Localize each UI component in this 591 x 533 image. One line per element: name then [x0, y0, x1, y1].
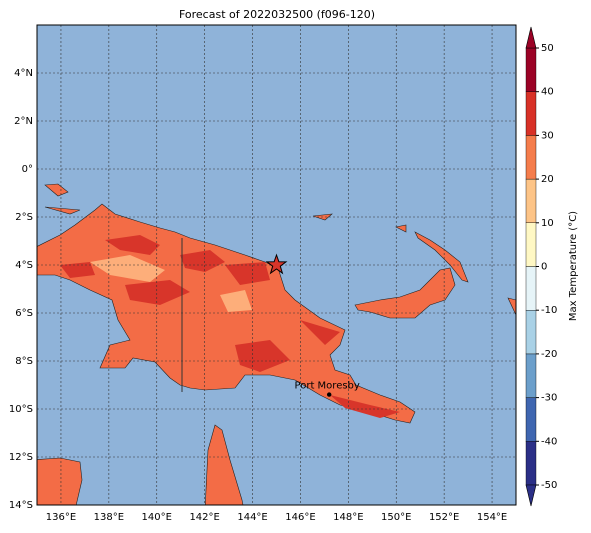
colorbar-bin [525, 178, 537, 224]
new-britain [354, 267, 456, 319]
colorbar-tick-label: -20 [541, 349, 557, 360]
x-tick-label: 148°E [333, 512, 363, 523]
colorbar-tick-label: 50 [541, 43, 554, 54]
colorbar-extend-bottom [525, 484, 537, 507]
y-tick-label: 2°S [15, 212, 33, 223]
y-tick-label: 14°S [9, 500, 33, 511]
x-tick-label: 146°E [285, 512, 315, 523]
colorbar-bin [525, 353, 537, 398]
y-tick-label: 4°N [14, 68, 33, 79]
y-tick-label: 6°S [15, 308, 33, 319]
colorbar-bin [525, 91, 537, 136]
colorbar: -50 -40 -30 -20 -10 0 10 20 30 40 50 [525, 26, 557, 507]
australia-nt [37, 457, 83, 505]
colorbar-tick-label: -30 [541, 393, 557, 404]
colorbar-tick-label: -40 [541, 436, 557, 447]
map-frame [36, 24, 517, 506]
colorbar-bin [525, 47, 537, 92]
new-ireland [414, 231, 469, 283]
y-tick-label: 2°N [14, 116, 33, 127]
graticule [37, 25, 516, 505]
colorbar-tick-label: -50 [541, 480, 557, 491]
colorbar-tick-label: 30 [541, 130, 554, 141]
map-title: Forecast of 2022032500 (f096-120) [179, 8, 375, 21]
city-dot [326, 392, 332, 397]
colorbar-extend-top [525, 26, 537, 49]
x-tick-label: 136°E [46, 512, 76, 523]
colorbar-bin [525, 222, 537, 267]
star-marker [265, 253, 288, 275]
colorbar-bin [525, 397, 537, 442]
land [37, 183, 516, 505]
x-tick-label: 142°E [189, 512, 219, 523]
y-tick-label: 12°S [9, 452, 33, 463]
y-tick-label: 0° [22, 164, 33, 175]
colorbar-tick-label: 0 [541, 262, 547, 273]
colorbar-tick-label: 10 [541, 218, 554, 229]
x-tick-label: 152°E [429, 512, 459, 523]
y-tick-label: 4°S [15, 260, 33, 271]
colorbar-tick-label: -10 [541, 305, 557, 316]
x-tick-label: 140°E [142, 512, 172, 523]
colorbar-tick-label: 20 [541, 174, 554, 185]
islets [44, 183, 516, 316]
city-label: Port Moresby [295, 381, 360, 392]
colorbar-bin [525, 441, 537, 486]
y-tick-label: 10°S [9, 404, 33, 415]
x-tick-label: 144°E [237, 512, 267, 523]
x-tick-label: 150°E [381, 512, 411, 523]
colorbar-bin [525, 266, 537, 311]
y-tick-label: 8°S [15, 356, 33, 367]
colorbar-label: Max Temperature (°C) [568, 211, 579, 321]
x-tick-label: 154°E [477, 512, 507, 523]
colorbar-bin [525, 310, 537, 355]
x-tick-label: 138°E [94, 512, 124, 523]
colorbar-bin [525, 135, 537, 180]
colorbar-tick-label: 40 [541, 87, 554, 98]
cape-york [204, 424, 244, 505]
